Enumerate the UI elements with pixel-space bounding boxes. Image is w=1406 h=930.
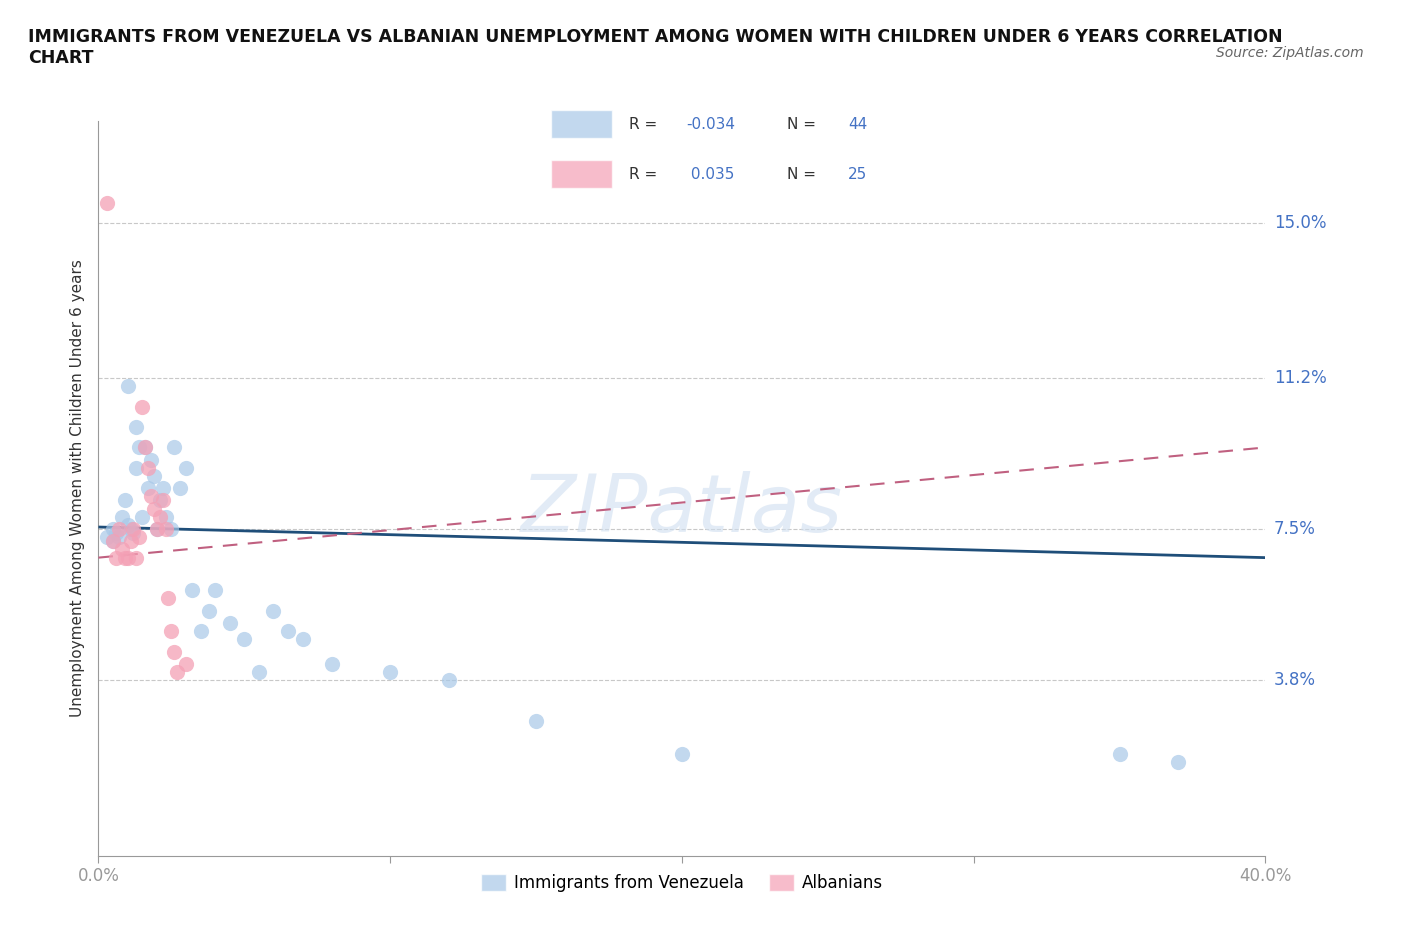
Text: 11.2%: 11.2%	[1274, 369, 1326, 387]
Point	[117, 379, 139, 393]
Point	[104, 551, 127, 565]
Text: N =: N =	[787, 117, 821, 132]
Text: 15.0%: 15.0%	[1274, 214, 1326, 232]
Text: Source: ZipAtlas.com: Source: ZipAtlas.com	[1216, 46, 1364, 60]
Point	[166, 664, 188, 679]
Point	[120, 534, 142, 549]
Point	[277, 624, 299, 639]
Point	[1108, 746, 1130, 761]
Point	[120, 522, 142, 537]
Text: 25: 25	[848, 167, 868, 182]
Point	[139, 489, 162, 504]
Point	[190, 624, 212, 639]
Text: 44: 44	[848, 117, 868, 132]
Text: R =: R =	[628, 117, 662, 132]
Point	[128, 440, 150, 455]
Point	[117, 518, 139, 533]
Point	[101, 522, 124, 537]
Legend: Immigrants from Venezuela, Albanians: Immigrants from Venezuela, Albanians	[474, 867, 890, 898]
Point	[125, 460, 148, 475]
Point	[247, 664, 270, 679]
Point	[142, 469, 165, 484]
Text: ZIPatlas: ZIPatlas	[520, 472, 844, 550]
Point	[125, 419, 148, 434]
Point	[122, 525, 145, 540]
Point	[149, 493, 172, 508]
Text: R =: R =	[628, 167, 662, 182]
Point	[131, 399, 153, 414]
Point	[149, 510, 172, 525]
Bar	[551, 160, 612, 188]
Point	[180, 583, 202, 598]
Point	[139, 452, 162, 467]
Point	[1167, 754, 1189, 769]
Point	[111, 542, 134, 557]
Point	[96, 530, 118, 545]
Point	[160, 522, 183, 537]
Point	[146, 522, 169, 537]
Y-axis label: Unemployment Among Women with Children Under 6 years: Unemployment Among Women with Children U…	[69, 259, 84, 717]
Point	[101, 534, 124, 549]
Point	[671, 746, 693, 761]
Text: 7.5%: 7.5%	[1274, 520, 1316, 538]
Bar	[551, 110, 612, 138]
Point	[136, 460, 159, 475]
Point	[198, 604, 221, 618]
Text: 0.035: 0.035	[686, 167, 734, 182]
Point	[122, 522, 145, 537]
Point	[134, 440, 156, 455]
Point	[108, 522, 131, 537]
Point	[128, 530, 150, 545]
Point	[262, 604, 284, 618]
Point	[155, 522, 177, 537]
Point	[174, 460, 197, 475]
Point	[125, 551, 148, 565]
Text: N =: N =	[787, 167, 821, 182]
Point	[131, 510, 153, 525]
Point	[157, 591, 180, 606]
Point	[101, 534, 124, 549]
Point	[117, 551, 139, 565]
Text: IMMIGRANTS FROM VENEZUELA VS ALBANIAN UNEMPLOYMENT AMONG WOMEN WITH CHILDREN UND: IMMIGRANTS FROM VENEZUELA VS ALBANIAN UN…	[28, 28, 1282, 67]
Point	[114, 493, 136, 508]
Point	[142, 501, 165, 516]
Point	[204, 583, 226, 598]
Point	[96, 195, 118, 210]
Point	[163, 644, 186, 659]
Point	[136, 481, 159, 496]
Point	[160, 624, 183, 639]
Point	[146, 522, 169, 537]
Text: -0.034: -0.034	[686, 117, 735, 132]
Point	[233, 631, 256, 646]
Point	[321, 657, 343, 671]
Point	[108, 530, 131, 545]
Point	[104, 525, 127, 540]
Point	[437, 672, 460, 687]
Point	[111, 510, 134, 525]
Point	[152, 493, 174, 508]
Point	[155, 510, 177, 525]
Point	[169, 481, 191, 496]
Point	[291, 631, 314, 646]
Point	[218, 616, 240, 631]
Point	[524, 713, 547, 728]
Point	[114, 551, 136, 565]
Point	[163, 440, 186, 455]
Point	[380, 664, 402, 679]
Point	[174, 657, 197, 671]
Point	[134, 440, 156, 455]
Point	[152, 481, 174, 496]
Text: 3.8%: 3.8%	[1274, 671, 1316, 689]
